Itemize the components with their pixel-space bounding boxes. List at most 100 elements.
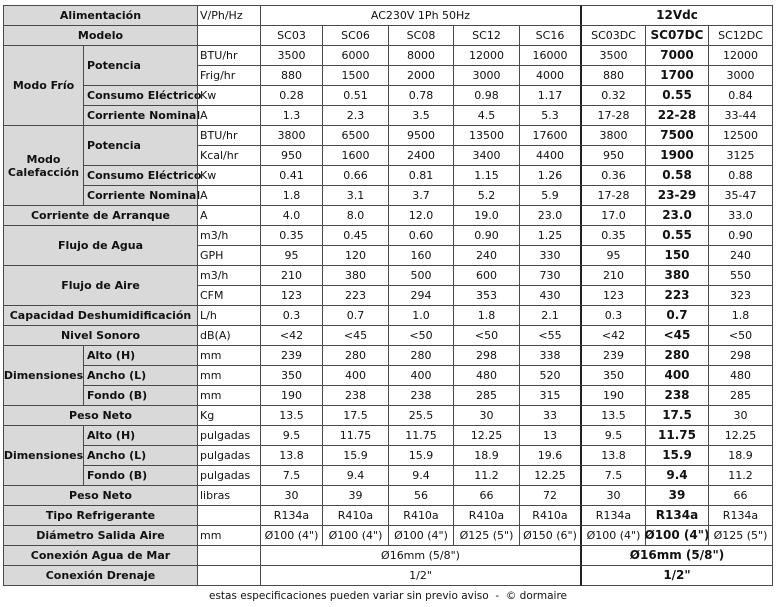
- value-cell: 3.7: [388, 185, 454, 206]
- value-cell: <45: [645, 325, 709, 346]
- value-cell: <42: [580, 325, 646, 346]
- unit-cell: pulgadas: [197, 465, 261, 486]
- value-cell: 4.5: [453, 105, 520, 126]
- model-name: SC03: [260, 25, 323, 46]
- value-cell: 1.8: [260, 185, 323, 206]
- unit-cell: Frig/hr: [197, 65, 261, 86]
- value-cell: 12.25: [519, 465, 581, 486]
- value-cell: 17.5: [645, 405, 709, 426]
- row-label: Nivel Sonoro: [3, 325, 198, 346]
- value-cell: 7.5: [580, 465, 646, 486]
- value-cell: 880: [580, 65, 646, 86]
- value-cell: 72: [519, 485, 581, 506]
- value-cell: 285: [453, 385, 520, 406]
- sub-label: Alto (H): [83, 345, 198, 366]
- value-cell: 350: [580, 365, 646, 386]
- unit-cell: Kw: [197, 165, 261, 186]
- value-cell: 22-28: [645, 105, 709, 126]
- value-cell: 13: [519, 425, 581, 446]
- value-cell: 17.0: [580, 205, 646, 226]
- value-cell: Ø16mm (5/8"): [580, 545, 773, 566]
- value-cell: 0.81: [388, 165, 454, 186]
- sub-label: Corriente Nominal: [83, 185, 200, 206]
- value-cell: 11.2: [453, 465, 520, 486]
- value-cell: 1.15: [453, 165, 520, 186]
- value-cell: 12.25: [708, 425, 773, 446]
- group-label: Dimensiones: [3, 345, 84, 406]
- value-cell: 190: [580, 385, 646, 406]
- value-cell: 0.55: [645, 85, 709, 106]
- sub-label: Consumo Eléctrico: [83, 85, 202, 106]
- value-cell: 2400: [388, 145, 454, 166]
- value-cell: 315: [519, 385, 581, 406]
- value-cell: 400: [645, 365, 709, 386]
- value-cell: <45: [322, 325, 389, 346]
- dc-header: 12Vdc: [580, 5, 773, 26]
- value-cell: 17-28: [580, 105, 646, 126]
- sub-label: Fondo (B): [83, 385, 198, 406]
- value-cell: 2.3: [322, 105, 389, 126]
- value-cell: R410a: [453, 505, 520, 526]
- row-label: Flujo de Agua: [3, 225, 198, 266]
- value-cell: 30: [708, 405, 773, 426]
- value-cell: <50: [388, 325, 454, 346]
- value-cell: 150: [645, 245, 709, 266]
- value-cell: 285: [708, 385, 773, 406]
- value-cell: 0.45: [322, 225, 389, 246]
- row-label: Capacidad Deshumidificación: [3, 305, 198, 326]
- value-cell: 30: [580, 485, 646, 506]
- value-cell: 123: [260, 285, 323, 306]
- value-cell: 500: [388, 265, 454, 286]
- value-cell: 18.9: [453, 445, 520, 466]
- unit-cell: BTU/hr: [197, 45, 261, 66]
- value-cell: 0.55: [645, 225, 709, 246]
- value-cell: 13.8: [580, 445, 646, 466]
- models-label: Modelo: [3, 25, 198, 46]
- value-cell: 30: [453, 405, 520, 426]
- value-cell: <50: [453, 325, 520, 346]
- value-cell: Ø100 (4"): [322, 525, 389, 546]
- value-cell: Ø100 (4"): [645, 525, 710, 546]
- value-cell: 12.0: [388, 205, 454, 226]
- value-cell: 0.3: [260, 305, 323, 326]
- value-cell: 280: [322, 345, 389, 366]
- unit-cell: A: [197, 105, 261, 126]
- value-cell: 15.9: [645, 445, 709, 466]
- value-cell: 25.5: [388, 405, 454, 426]
- value-cell: Ø150 (6"): [519, 525, 581, 546]
- unit-cell: m3/h: [197, 225, 261, 246]
- value-cell: 66: [453, 485, 520, 506]
- value-cell: Ø125 (5"): [453, 525, 520, 546]
- value-cell: 3000: [708, 65, 773, 86]
- value-cell: 11.75: [322, 425, 389, 446]
- model-name: SC06: [322, 25, 389, 46]
- value-cell: 480: [453, 365, 520, 386]
- value-cell: 15.9: [322, 445, 389, 466]
- unit-cell: Kg: [197, 405, 261, 426]
- row-label: Peso Neto: [3, 405, 198, 426]
- value-cell: 3.5: [388, 105, 454, 126]
- value-cell: 0.41: [260, 165, 323, 186]
- value-cell: 400: [388, 365, 454, 386]
- value-cell: Ø100 (4"): [388, 525, 454, 546]
- value-cell: 430: [519, 285, 581, 306]
- value-cell: 238: [645, 385, 709, 406]
- unit-cell: pulgadas: [197, 425, 261, 446]
- group-label: Modo Calefacción: [3, 125, 84, 206]
- value-cell: 19.6: [519, 445, 581, 466]
- value-cell: R410a: [322, 505, 389, 526]
- value-cell: 120: [322, 245, 389, 266]
- value-cell: 1/2": [580, 565, 773, 586]
- unit-cell: m3/h: [197, 265, 261, 286]
- model-name: SC12: [453, 25, 520, 46]
- value-cell: 0.35: [260, 225, 323, 246]
- model-name: SC03DC: [580, 25, 646, 46]
- value-cell: 18.9: [708, 445, 773, 466]
- unit-cell: dB(A): [197, 325, 261, 346]
- sub-label: Ancho (L): [83, 445, 198, 466]
- value-cell: 240: [453, 245, 520, 266]
- unit-cell: GPH: [197, 245, 261, 266]
- row-label: Corriente de Arranque: [3, 205, 198, 226]
- value-cell: 6500: [322, 125, 389, 146]
- sub-label: Ancho (L): [83, 365, 198, 386]
